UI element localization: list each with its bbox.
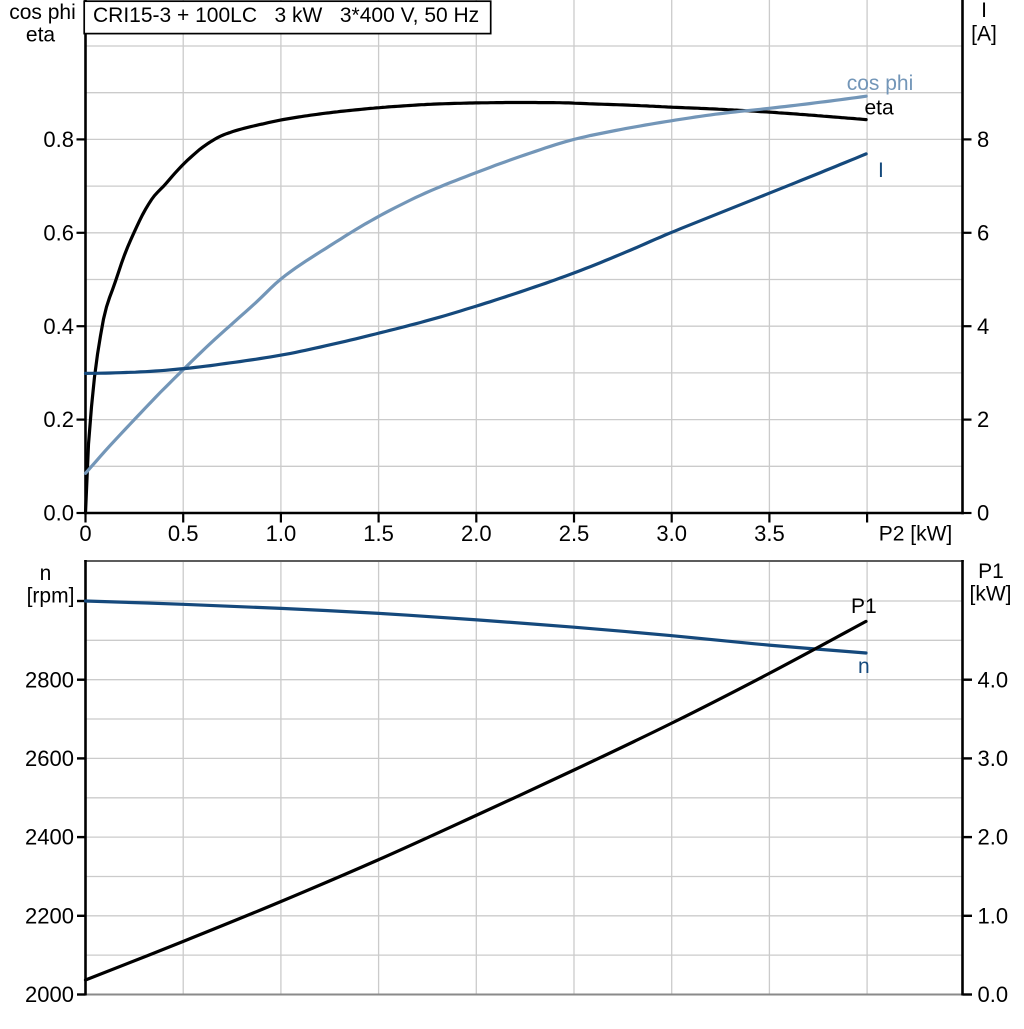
svg-text:[A]: [A] xyxy=(971,23,997,46)
svg-text:0.8: 0.8 xyxy=(43,127,74,152)
svg-text:[kW]: [kW] xyxy=(970,583,1012,606)
svg-text:2000: 2000 xyxy=(25,982,74,1007)
svg-text:6: 6 xyxy=(977,220,989,245)
svg-text:cos phi: cos phi xyxy=(9,1,76,24)
svg-text:1.0: 1.0 xyxy=(978,903,1009,928)
svg-text:n: n xyxy=(40,562,52,585)
svg-text:0.2: 0.2 xyxy=(43,407,74,432)
svg-text:3.0: 3.0 xyxy=(978,746,1009,771)
svg-text:0: 0 xyxy=(79,521,91,546)
svg-text:P1: P1 xyxy=(851,595,877,618)
svg-text:8: 8 xyxy=(977,127,989,152)
svg-text:0.4: 0.4 xyxy=(43,314,74,339)
svg-text:I: I xyxy=(981,0,987,22)
svg-text:3.5: 3.5 xyxy=(754,521,785,546)
svg-text:0.0: 0.0 xyxy=(978,982,1009,1007)
svg-text:P2 [kW]: P2 [kW] xyxy=(879,523,953,546)
svg-text:2.0: 2.0 xyxy=(461,521,492,546)
svg-text:eta: eta xyxy=(26,24,56,47)
svg-text:0: 0 xyxy=(977,501,989,526)
svg-text:I: I xyxy=(878,159,884,182)
svg-text:3.0: 3.0 xyxy=(656,521,687,546)
svg-text:2800: 2800 xyxy=(25,667,74,692)
svg-text:2.5: 2.5 xyxy=(559,521,590,546)
svg-text:2.0: 2.0 xyxy=(978,825,1009,850)
svg-text:2600: 2600 xyxy=(25,746,74,771)
svg-text:CRI15-3 + 100LC 3 kW 3*400: CRI15-3 + 100LC 3 kW 3*400 V, 50 Hz xyxy=(93,4,479,27)
svg-text:0.5: 0.5 xyxy=(168,521,199,546)
svg-text:2200: 2200 xyxy=(25,903,74,928)
svg-text:P1: P1 xyxy=(978,560,1004,583)
svg-text:2: 2 xyxy=(977,407,989,432)
svg-text:n: n xyxy=(858,655,870,678)
svg-text:0.6: 0.6 xyxy=(43,220,74,245)
svg-text:1.0: 1.0 xyxy=(266,521,297,546)
svg-text:4: 4 xyxy=(977,314,989,339)
svg-text:2400: 2400 xyxy=(25,825,74,850)
svg-text:eta: eta xyxy=(865,97,895,120)
svg-text:0.0: 0.0 xyxy=(43,501,74,526)
svg-text:4.0: 4.0 xyxy=(978,667,1009,692)
svg-text:[rpm]: [rpm] xyxy=(27,585,75,608)
svg-text:cos phi: cos phi xyxy=(847,72,914,95)
svg-text:1.5: 1.5 xyxy=(363,521,394,546)
